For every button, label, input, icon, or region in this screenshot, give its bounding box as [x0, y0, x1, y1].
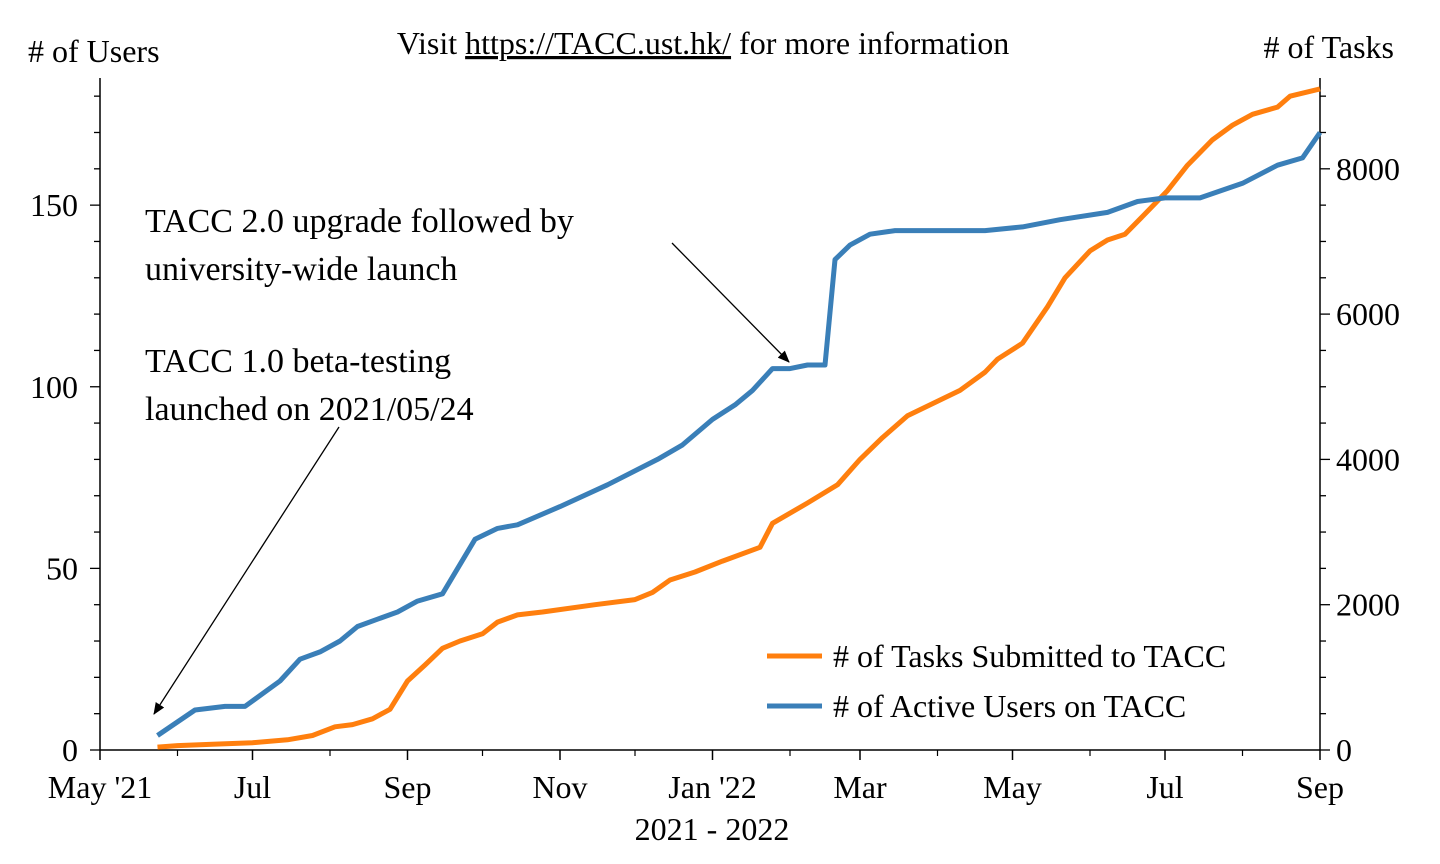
annotation-tacc2-arrow [671, 242, 790, 363]
y-right-tick-label: 2000 [1336, 587, 1400, 623]
y-left-axis-title: # of Users [28, 33, 160, 69]
visit-link[interactable]: https://TACC.ust.hk/ [465, 25, 731, 61]
y-right-tick-label: 8000 [1336, 151, 1400, 187]
x-tick-label: Jul [234, 769, 271, 805]
series-line-users [156, 131, 1323, 738]
annotation-tacc1-arrow [153, 426, 340, 715]
x-tick-label: Sep [1296, 769, 1344, 805]
x-tick-label: May [983, 769, 1042, 805]
annotation-tacc1: TACC 1.0 beta-testing launched on 2021/0… [145, 343, 474, 715]
visit-prefix: Visit [397, 25, 465, 61]
x-tick-label: Mar [833, 769, 887, 805]
y-right-tick-label: 4000 [1336, 441, 1400, 477]
series-line-tasks [157, 86, 1321, 750]
annotation-tacc1-line1: TACC 1.0 beta-testing [145, 343, 451, 380]
y-left-tick-label: 50 [46, 550, 78, 586]
legend-label-users: # of Active Users on TACC [833, 688, 1186, 724]
annotation-tacc1-line2: launched on 2021/05/24 [145, 391, 474, 428]
y-right-tick-label: 6000 [1336, 296, 1400, 332]
x-tick-label: Jan '22 [668, 769, 756, 805]
series-layer [156, 86, 1323, 750]
annotation-tacc2: TACC 2.0 upgrade followed by university-… [145, 203, 790, 363]
visit-suffix: for more information [731, 25, 1009, 61]
ticks: May '21 Jul Sep Nov Jan '22 Mar May Jul Sep05010… [30, 95, 1400, 805]
y-left-tick-label: 100 [30, 369, 78, 405]
x-tick-label: Jul [1146, 769, 1183, 805]
y-right-tick-label: 0 [1336, 732, 1352, 768]
x-tick-label: Sep [384, 769, 432, 805]
y-right-axis-title: # of Tasks [1264, 29, 1395, 65]
annotation-tacc2-line2: university-wide launch [145, 251, 458, 288]
legend-label-tasks: # of Tasks Submitted to TACC [833, 638, 1226, 674]
axes [99, 78, 1321, 751]
legend: # of Tasks Submitted to TACC # of Active… [767, 638, 1226, 724]
y-left-tick-label: 150 [30, 187, 78, 223]
x-tick-label: May '21 [48, 769, 152, 805]
x-axis-title: 2021 - 2022 [635, 811, 790, 847]
y-left-tick-label: 0 [62, 732, 78, 768]
visit-info: Visit https://TACC.ust.hk/ for more info… [397, 25, 1009, 61]
annotation-tacc2-line1: TACC 2.0 upgrade followed by [145, 203, 574, 240]
x-tick-label: Nov [532, 769, 587, 805]
